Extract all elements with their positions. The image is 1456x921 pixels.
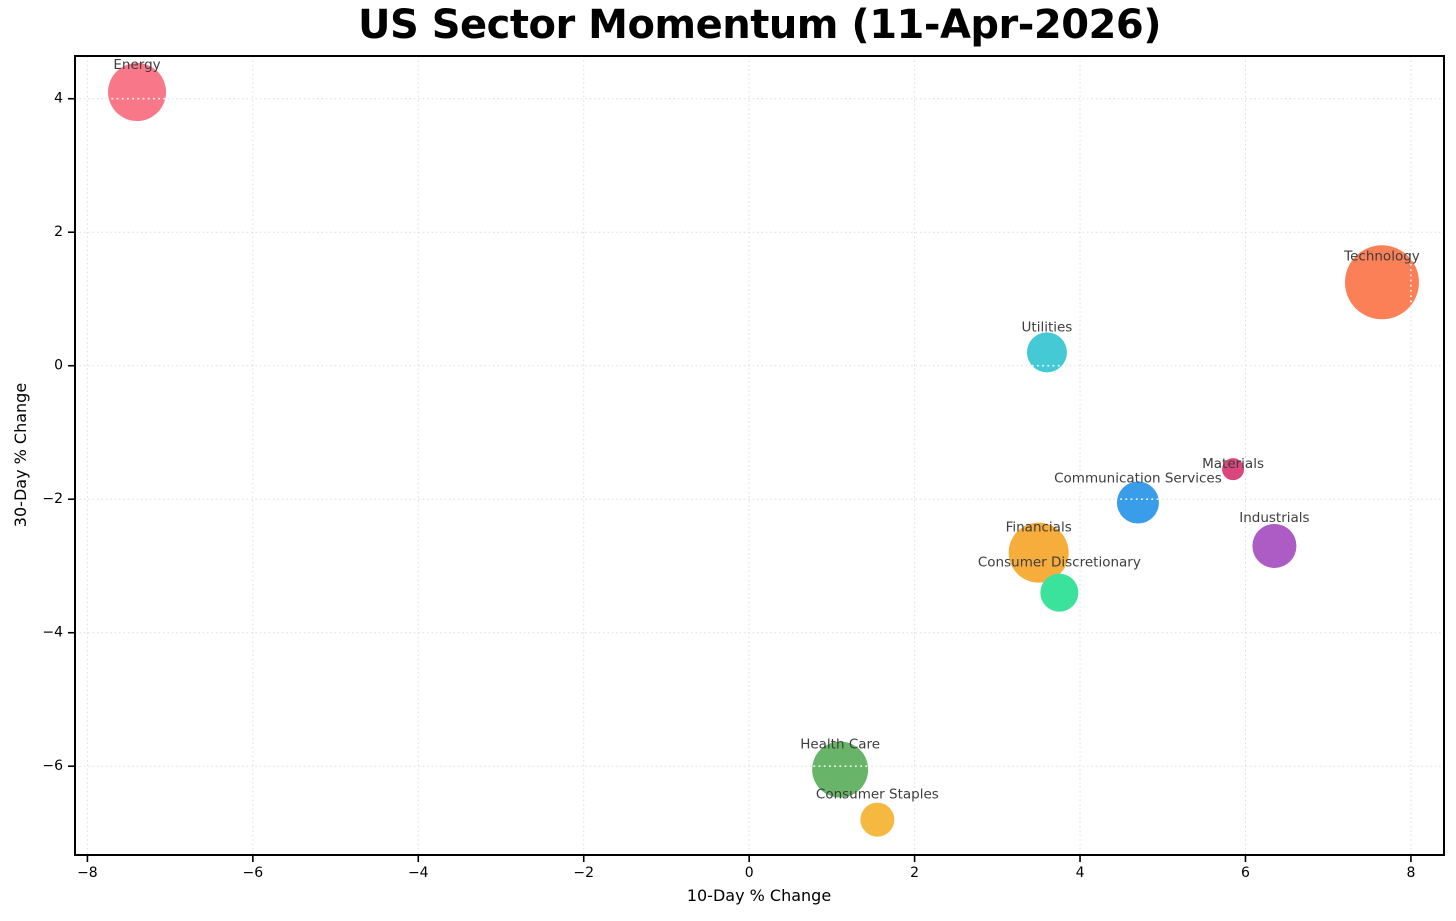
x-tick-label: 4	[1076, 865, 1085, 881]
y-tick-label: −4	[42, 625, 63, 641]
bubble-label-utilities: Utilities	[1022, 319, 1073, 335]
y-tick-label: 4	[54, 91, 63, 107]
y-tick-label: 0	[54, 358, 63, 374]
x-tick-label: −2	[573, 865, 594, 881]
x-tick-label: −4	[408, 865, 429, 881]
x-axis-label: 10-Day % Change	[686, 886, 832, 905]
x-tick-label: −6	[243, 865, 264, 881]
bubble-label-health-care: Health Care	[800, 737, 880, 753]
bubble-health-care	[812, 741, 869, 798]
x-tick-label: 2	[910, 865, 919, 881]
bubble-utilities	[1026, 332, 1067, 373]
bubble-label-industrials: Industrials	[1239, 510, 1309, 526]
bubble-label-consumer-discretionary: Consumer Discretionary	[978, 555, 1141, 571]
y-axis-label: 30-Day % Change	[11, 382, 30, 528]
x-tick-label: 0	[745, 865, 754, 881]
bubble-label-communication-services: Communication Services	[1054, 471, 1222, 487]
bubble-energy	[108, 63, 167, 122]
bubble-industrials	[1252, 523, 1297, 568]
plot-border	[74, 55, 1445, 856]
bubble-label-consumer-staples: Consumer Staples	[816, 787, 939, 803]
bubble-communication-services	[1116, 481, 1159, 524]
bubble-materials	[1222, 458, 1245, 481]
y-tick-label: −2	[42, 491, 63, 507]
x-tick-label: 8	[1406, 865, 1415, 881]
bubble-consumer-discretionary	[1040, 573, 1079, 612]
bubble-label-materials: Materials	[1202, 456, 1264, 472]
bubble-technology	[1344, 245, 1419, 320]
bubble-financials	[1008, 522, 1069, 583]
x-tick-label: −8	[77, 865, 98, 881]
bubble-label-energy: Energy	[113, 57, 160, 73]
chart-title: US Sector Momentum (11-Apr-2026)	[358, 2, 1161, 48]
y-tick-label: −6	[42, 758, 63, 774]
x-tick-label: 6	[1241, 865, 1250, 881]
bubble-consumer-staples	[860, 802, 895, 837]
bubble-label-technology: Technology	[1343, 248, 1420, 264]
y-tick-label: 2	[54, 224, 63, 240]
bubble-label-financials: Financials	[1006, 520, 1072, 536]
